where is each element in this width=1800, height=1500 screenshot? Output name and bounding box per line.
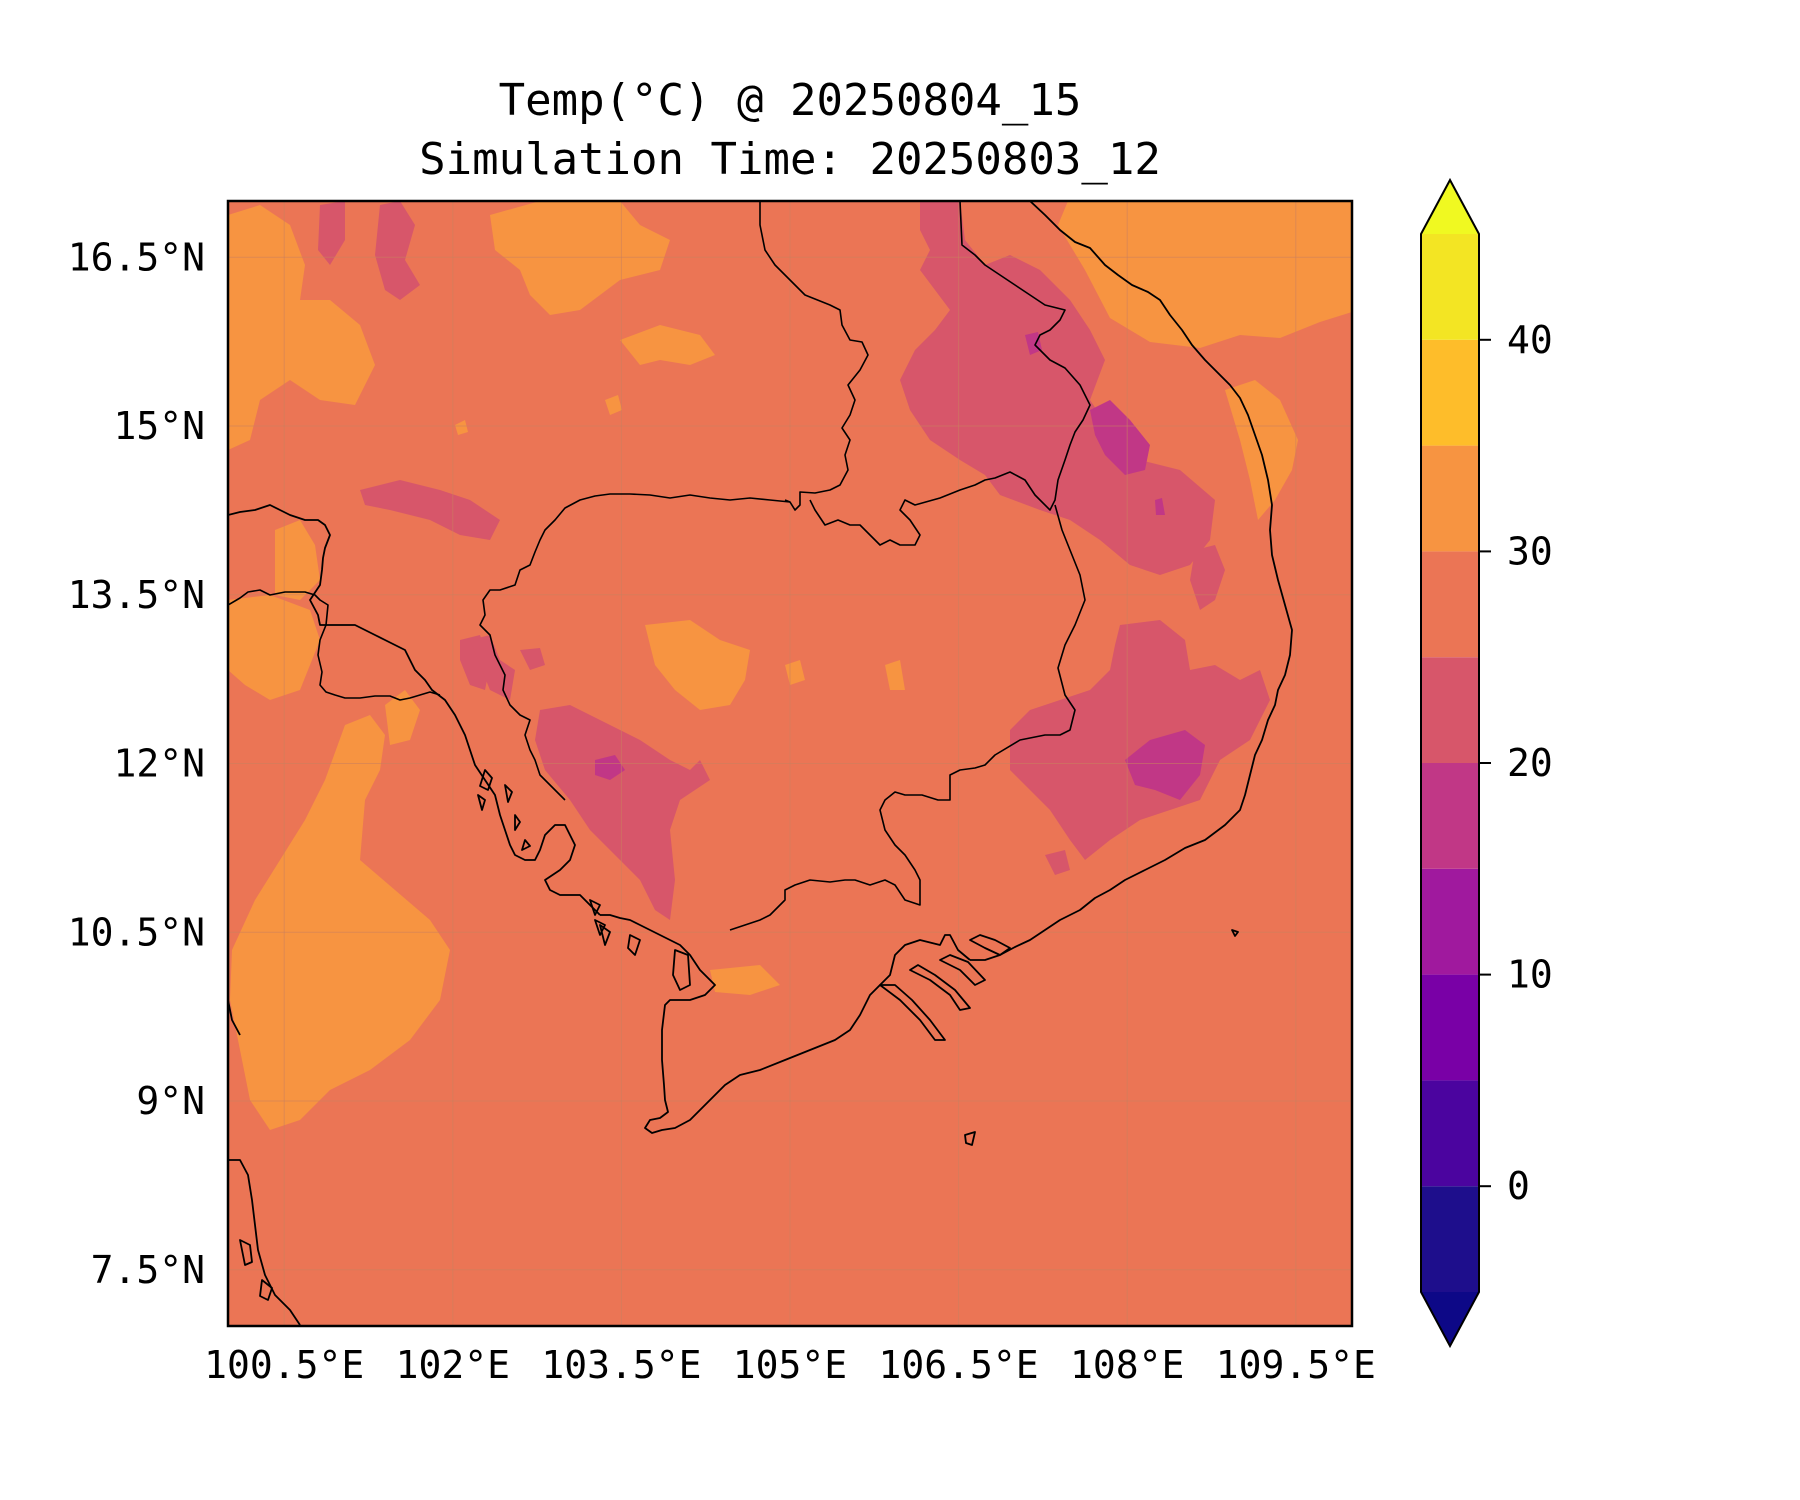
cold-temperature-patches bbox=[595, 332, 1205, 800]
map-panel bbox=[228, 201, 1352, 1326]
colorbar-segment bbox=[1421, 657, 1479, 763]
colorbar-tick-label: 40 bbox=[1507, 318, 1553, 362]
y-tick-label: 12°N bbox=[113, 742, 205, 786]
y-tick-label: 7.5°N bbox=[91, 1248, 205, 1292]
colorbar-extend-low bbox=[1421, 1292, 1479, 1346]
x-tick-label: 103.5°E bbox=[541, 1343, 701, 1387]
x-tick-label: 109.5°E bbox=[1216, 1343, 1376, 1387]
y-tick-label: 10.5°N bbox=[68, 910, 205, 954]
colorbar-tick-label: 20 bbox=[1507, 741, 1553, 785]
x-tick-label: 102°E bbox=[396, 1343, 510, 1387]
border-cambodia bbox=[479, 493, 791, 801]
gridlines bbox=[228, 201, 1352, 1326]
coastline-south-tip bbox=[228, 999, 241, 1036]
colorbar-segment bbox=[1421, 1186, 1479, 1292]
border-laos-vietnam bbox=[809, 201, 1091, 546]
border-thailand-myanmar bbox=[228, 589, 441, 701]
colorbar-tick-label: 10 bbox=[1507, 953, 1553, 997]
coastline-delta-channels bbox=[879, 934, 1011, 1041]
y-axis-ticks: 16.5°N 15°N 13.5°N 12°N 10.5°N 9°N 7.5°N bbox=[68, 235, 205, 1292]
warm-temperature-patches bbox=[228, 201, 1352, 1130]
coastline-malay-peninsula bbox=[228, 1159, 301, 1326]
y-tick-label: 9°N bbox=[136, 1079, 205, 1123]
colorbar: 0 10 20 30 40 bbox=[1420, 177, 1553, 1349]
country-borders bbox=[228, 201, 1091, 931]
coastline-mekong-delta bbox=[600, 914, 971, 1134]
y-tick-label: 15°N bbox=[113, 404, 205, 448]
x-axis-ticks: 100.5°E 102°E 103.5°E 105°E 106.5°E 108°E 109.… bbox=[204, 1343, 1376, 1387]
coastlines bbox=[228, 201, 1293, 1326]
coastline-gulf-of-thailand bbox=[228, 504, 601, 916]
colorbar-segment bbox=[1421, 234, 1479, 340]
colorbar-extend-high bbox=[1421, 180, 1479, 234]
colorbar-tick-label: 0 bbox=[1507, 1164, 1530, 1208]
border-cambodia-vietnam bbox=[729, 504, 1086, 931]
coastline-vietnam bbox=[970, 201, 1293, 961]
colorbar-segment bbox=[1421, 445, 1479, 552]
x-tick-label: 105°E bbox=[733, 1343, 847, 1387]
colorbar-segment bbox=[1421, 551, 1479, 658]
colorbar-outline bbox=[1420, 177, 1480, 1349]
title-line-1: Temp(°C) @ 20250804_15 bbox=[499, 75, 1082, 126]
y-tick-label: 16.5°N bbox=[68, 235, 205, 279]
colorbar-segment bbox=[1421, 868, 1479, 975]
border-thailand-laos bbox=[759, 201, 869, 511]
colorbar-segment bbox=[1421, 763, 1479, 869]
colorbar-segment bbox=[1421, 1080, 1479, 1187]
coastline-islands bbox=[239, 769, 1239, 1301]
title-line-2: Simulation Time: 20250803_12 bbox=[419, 134, 1161, 185]
y-tick-label: 13.5°N bbox=[68, 573, 205, 617]
colorbar-tick-label: 30 bbox=[1507, 529, 1553, 573]
map-frame bbox=[226, 199, 1354, 1328]
x-tick-label: 106.5°E bbox=[879, 1343, 1039, 1387]
x-tick-label: 100.5°E bbox=[204, 1343, 364, 1387]
x-tick-label: 108°E bbox=[1070, 1343, 1184, 1387]
colorbar-segment bbox=[1421, 339, 1479, 446]
colorbar-segment bbox=[1421, 974, 1479, 1081]
